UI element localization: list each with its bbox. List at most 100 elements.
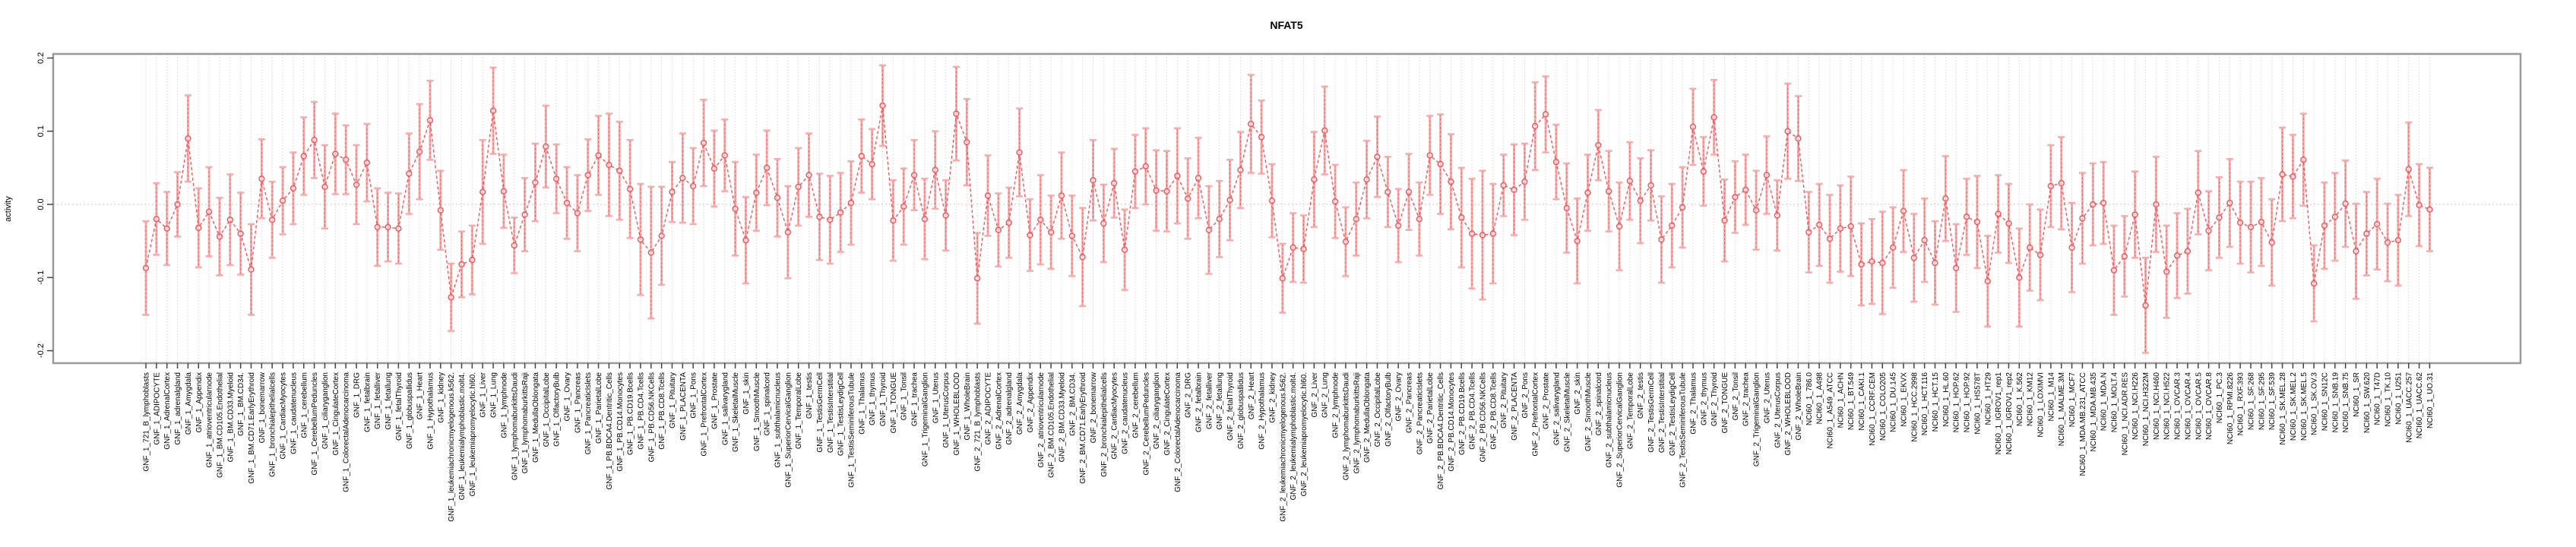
- x-tick-label: GNF_2_WHOLEBLOOD: [1784, 372, 1793, 455]
- data-point: [269, 217, 276, 223]
- data-point: [185, 135, 191, 142]
- data-point: [921, 216, 929, 223]
- data-point: [1195, 175, 1202, 182]
- data-point: [1869, 258, 1875, 265]
- data-point: [563, 199, 571, 207]
- x-tick-label: NCI60_1_BT.549: [1847, 372, 1856, 431]
- data-point: [858, 153, 865, 160]
- data-point: [2195, 189, 2201, 196]
- x-tick-label: GNF_2_fetalliver: [1205, 372, 1214, 429]
- data-point: [1342, 238, 1350, 245]
- data-point: [1027, 232, 1033, 239]
- x-tick-label: NCI60_1_U251: [2394, 372, 2403, 425]
- data-point: [890, 217, 897, 224]
- data-point: [1689, 123, 1697, 131]
- x-tick-label: NCI60_1_COLO205: [1879, 372, 1888, 441]
- data-point: [584, 172, 591, 179]
- data-point: [1374, 153, 1381, 160]
- data-point: [710, 165, 718, 172]
- data-point: [2047, 182, 2055, 190]
- x-tick-label: GNF_2_TestisGermCell: [1647, 372, 1656, 453]
- data-point: [2258, 218, 2265, 226]
- data-point: [690, 182, 697, 190]
- data-point: [1973, 218, 1981, 226]
- x-tick-label: GNF_2_ADIPOCYTE: [985, 372, 993, 445]
- x-tick-label: GNF_1_leukemiapromyelocytic.hl60.: [469, 372, 477, 496]
- x-tick-label: GNF_1_SkeletalMuscle: [732, 372, 740, 452]
- x-tick-label: GNF_1_Appendix: [195, 372, 204, 433]
- x-tick-label: GNF_2_Ovary: [1395, 372, 1404, 421]
- data-point: [343, 157, 350, 163]
- x-tick-label: GNF_2_testis: [1637, 372, 1645, 419]
- x-tick-label: GNF_2_MedullaOblongata: [1363, 372, 1372, 463]
- data-point: [1700, 168, 1707, 175]
- x-tick-label: NCI60_1_HCT.15: [1932, 372, 1940, 432]
- x-tick-label: NCI60_1_HCC.2998: [1910, 372, 1919, 442]
- x-tick-label: GNF_1_PrefrontalCortex: [701, 372, 709, 457]
- data-point: [2321, 222, 2328, 229]
- x-tick-label: GNF_1_CingulateCortex: [332, 372, 340, 456]
- x-tick-label: GNF_2_TONGUE: [1721, 372, 1729, 434]
- data-point: [2100, 199, 2107, 207]
- x-tick-label: GNF_2_adrenalgland: [1005, 372, 1014, 445]
- x-tick-label: NCI60_1_NCI.H226: [2131, 372, 2140, 440]
- data-point: [910, 172, 918, 179]
- x-tick-label: GNF_1_bonemarrow: [258, 372, 267, 443]
- data-point: [1205, 226, 1212, 233]
- x-tick-label: GNF_1_adrenalgland: [174, 372, 182, 445]
- x-tick-label: GNF_1_globuspallidus: [406, 372, 414, 449]
- data-point: [543, 143, 549, 150]
- x-tick-label: GNF_1_kidney: [437, 372, 445, 423]
- data-point: [1984, 277, 1991, 285]
- data-point: [1679, 204, 1686, 211]
- x-tick-label: GNF_1_PB.CD56.NKCells: [647, 372, 656, 462]
- x-tick-label: GNF_2_TestisSeminiferousTubule: [1679, 372, 1688, 488]
- data-point: [2173, 252, 2181, 259]
- data-point: [1500, 182, 1507, 189]
- data-point: [721, 152, 728, 159]
- x-tick-label: NCI60_1_OVCAR.5: [2195, 372, 2203, 440]
- data-point: [2090, 201, 2097, 208]
- data-point: [489, 107, 497, 114]
- data-point: [1047, 229, 1055, 236]
- x-tick-label: GNF_1_ciliaryganglion: [321, 372, 330, 449]
- x-tick-label: GNF_1_CardiacMyocytes: [280, 372, 288, 459]
- data-point: [1279, 275, 1286, 282]
- error-bars: [142, 64, 2433, 354]
- data-point: [1552, 158, 1560, 166]
- x-tick-label: GNF_2_cerebellum: [1131, 372, 1140, 438]
- data-point: [448, 294, 454, 301]
- x-tick-label: NCI60_1_SR: [2353, 372, 2361, 417]
- data-point: [163, 225, 170, 232]
- x-tick-label: NCI60_1_SF.295: [2258, 372, 2266, 431]
- y-tick-label: 0.2: [36, 52, 46, 64]
- data-point: [595, 152, 602, 159]
- data-point: [1290, 244, 1296, 251]
- data-point: [300, 153, 307, 160]
- data-point: [1468, 230, 1476, 237]
- x-tick-label: GNF_2_Heart: [1248, 372, 1256, 419]
- data-point: [2405, 166, 2412, 172]
- data-point: [816, 213, 823, 220]
- data-point: [1910, 255, 1917, 261]
- x-tick-label: NCI60_1_NCI.H322M: [2142, 372, 2150, 446]
- x-tick-label: GNF_1_testis: [805, 372, 814, 419]
- data-point: [1963, 213, 1970, 220]
- x-tick-label: NCI60_1_SK.MEL.2: [2290, 372, 2298, 441]
- data-point: [2036, 251, 2044, 258]
- data-point: [1479, 232, 1486, 239]
- data-point: [1710, 114, 1717, 121]
- x-tick-label: GNF_1_SuperiorCervicalGanglion: [784, 372, 793, 488]
- series-line-and-points: [142, 102, 2433, 309]
- x-tick-label: GNF_2_spinalcord: [1595, 372, 1603, 435]
- x-tick-label: NCI60_1_CCRF.CEM: [1869, 372, 1877, 446]
- data-point: [479, 188, 486, 195]
- x-tick-label: GNF_1_lymphomaburkittsDaudi: [511, 372, 519, 480]
- x-tick-label: GNF_1_OlfactoryBulb: [553, 372, 562, 447]
- x-tick-label: GNF_1_MedullaOblongata: [532, 372, 540, 463]
- x-tick-label: GNF_1_fetallung: [385, 372, 393, 430]
- data-point: [805, 172, 812, 179]
- x-tick-label: NCI60_1_PC.3: [2216, 372, 2224, 424]
- x-tick-label: NCI60_1_NCI.ADR.RES: [2121, 372, 2129, 456]
- x-tick-label: NCI60_1_SNB.19: [2331, 372, 2340, 433]
